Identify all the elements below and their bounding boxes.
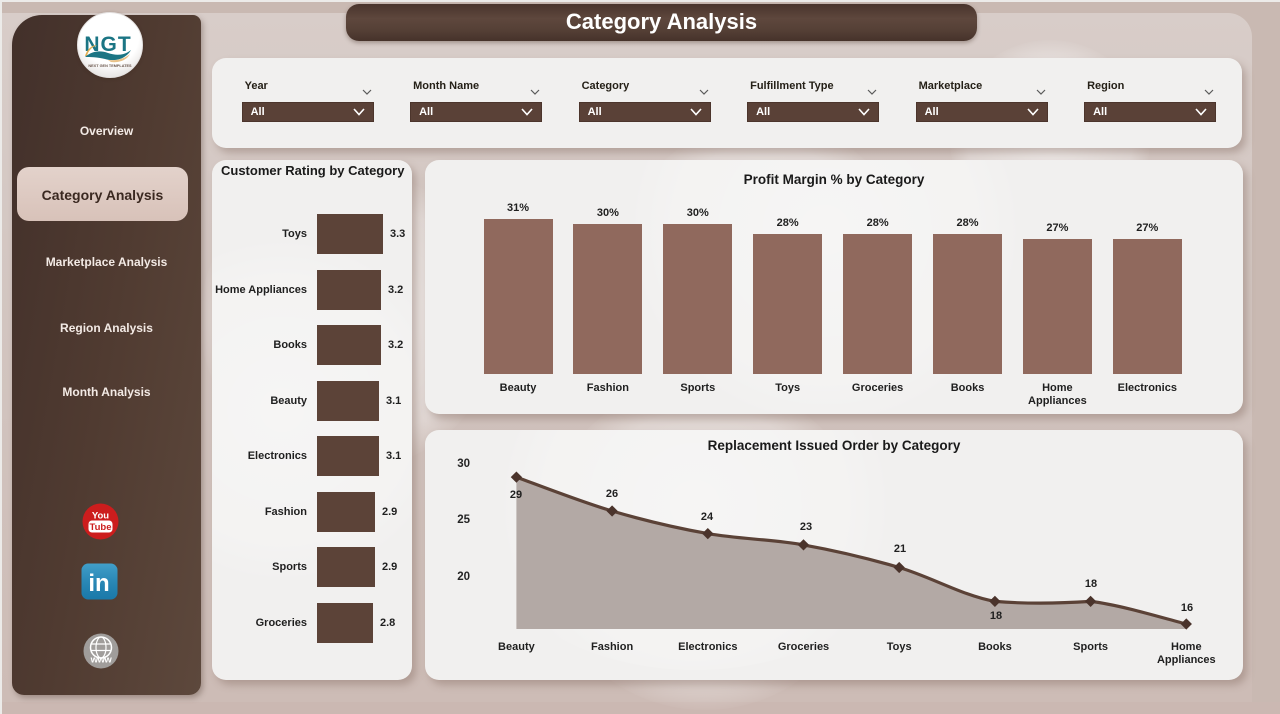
svg-text:NEXT GEN TEMPLATES: NEXT GEN TEMPLATES bbox=[88, 64, 132, 68]
svg-text:Tube: Tube bbox=[90, 522, 112, 533]
svg-text:You: You bbox=[92, 511, 109, 522]
svg-text:NGT: NGT bbox=[84, 33, 131, 56]
svg-text:www: www bbox=[90, 655, 113, 666]
svg-text:in: in bbox=[88, 570, 109, 597]
